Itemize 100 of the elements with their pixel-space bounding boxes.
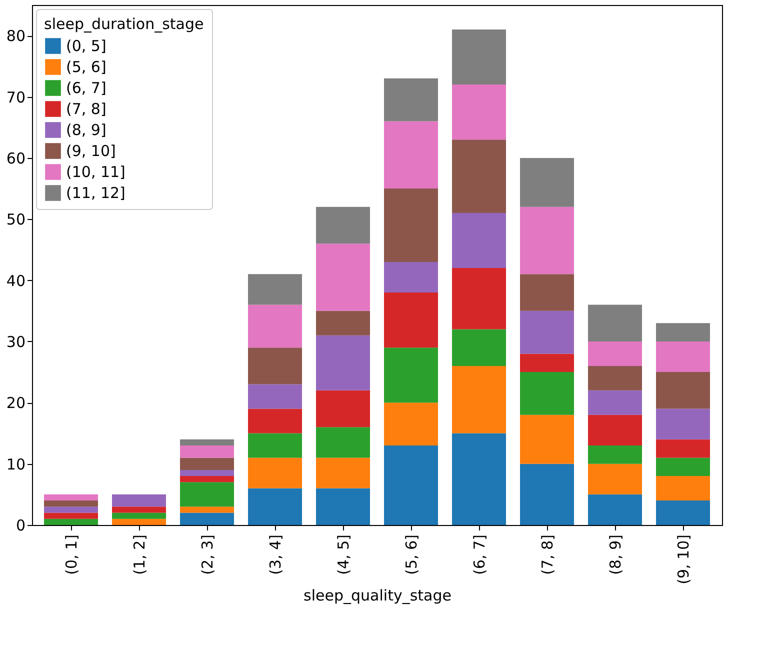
x-tick-label: (8, 9] — [606, 534, 624, 575]
bar — [44, 512, 98, 519]
bar — [384, 78, 438, 122]
bar — [520, 310, 574, 354]
bar — [520, 206, 574, 274]
bar — [452, 84, 506, 140]
bar — [248, 304, 302, 348]
y-tick-label: 20 — [6, 394, 26, 412]
bar — [588, 366, 642, 390]
bar — [112, 494, 166, 507]
bar — [316, 390, 370, 428]
y-tick-label: 50 — [6, 210, 26, 229]
bar — [452, 329, 506, 366]
bar — [384, 188, 438, 262]
bar — [384, 348, 438, 403]
bar — [656, 439, 710, 458]
y-tick-label: 70 — [6, 88, 26, 106]
bar — [520, 372, 574, 415]
bar — [588, 390, 642, 415]
legend-label: (0, 5] — [66, 37, 106, 55]
y-tick-label: 80 — [6, 27, 26, 46]
bar — [316, 206, 370, 244]
bar — [316, 244, 370, 311]
x-tick-label: (7, 8] — [538, 534, 556, 575]
bar — [180, 476, 234, 482]
bar — [180, 512, 234, 525]
bar — [656, 408, 710, 440]
bar — [588, 414, 642, 446]
bar — [384, 121, 438, 189]
bar — [452, 268, 506, 330]
bar — [656, 500, 710, 525]
bar — [452, 433, 506, 525]
bar — [248, 433, 302, 458]
bar — [44, 500, 98, 507]
y-tick-label: 40 — [6, 272, 26, 290]
bar — [520, 158, 574, 207]
bar — [384, 402, 438, 446]
bar — [248, 274, 302, 305]
bar — [656, 323, 710, 342]
legend-label: (5, 6] — [66, 58, 106, 76]
bar — [520, 274, 574, 311]
bar — [452, 29, 506, 85]
bar — [520, 354, 574, 372]
x-tick-label: (3, 4] — [266, 534, 284, 575]
bar — [656, 341, 710, 372]
bar — [588, 464, 642, 494]
bar — [588, 494, 642, 525]
bar — [316, 458, 370, 488]
x-tick-label: (4, 5] — [334, 534, 352, 575]
bar — [656, 458, 710, 476]
x-tick-label: (0, 1] — [62, 534, 80, 575]
x-tick-label: (6, 7] — [470, 534, 488, 575]
bar — [452, 140, 506, 213]
bar — [180, 445, 234, 458]
bar — [248, 458, 302, 488]
bar — [520, 464, 574, 525]
bar — [588, 341, 642, 366]
bar — [248, 348, 302, 384]
bar — [384, 292, 438, 348]
legend-title: sleep_duration_stage — [44, 15, 204, 33]
bar — [44, 518, 98, 525]
y-tick-label: 0 — [16, 516, 26, 534]
x-tick-label: (5, 6] — [402, 534, 420, 575]
bar — [316, 488, 370, 525]
bar — [248, 408, 302, 434]
legend-label: (6, 7] — [66, 79, 106, 97]
bar — [316, 427, 370, 458]
bar — [316, 335, 370, 390]
y-tick-label: 30 — [6, 332, 26, 351]
y-tick-label: 60 — [6, 149, 26, 168]
bar — [588, 445, 642, 464]
legend-label: (11, 12] — [66, 184, 126, 202]
bar — [316, 310, 370, 336]
bar — [588, 304, 642, 342]
x-tick-label: (9, 10] — [674, 534, 692, 584]
bar — [520, 414, 574, 464]
bar — [452, 366, 506, 434]
bar — [452, 213, 506, 268]
x-axis-title: sleep_quality_stage — [304, 586, 452, 604]
x-tick-label: (2, 3] — [198, 534, 216, 575]
bar — [248, 384, 302, 409]
bar — [248, 488, 302, 525]
y-tick-label: 10 — [6, 455, 26, 474]
bar — [384, 445, 438, 525]
bar — [180, 482, 234, 507]
legend-label: (9, 10] — [66, 142, 116, 160]
bar — [180, 506, 234, 513]
bar — [180, 458, 234, 470]
bar — [44, 506, 98, 513]
bar — [112, 506, 166, 513]
legend-label: (7, 8] — [66, 100, 106, 118]
bar — [44, 494, 98, 501]
bar — [180, 470, 234, 476]
x-tick-label: (1, 2] — [130, 534, 148, 575]
bar — [180, 439, 234, 446]
bar — [384, 262, 438, 293]
bar — [656, 372, 710, 409]
legend-label: (10, 11] — [66, 163, 126, 181]
bar — [656, 476, 710, 501]
bar — [112, 518, 166, 525]
